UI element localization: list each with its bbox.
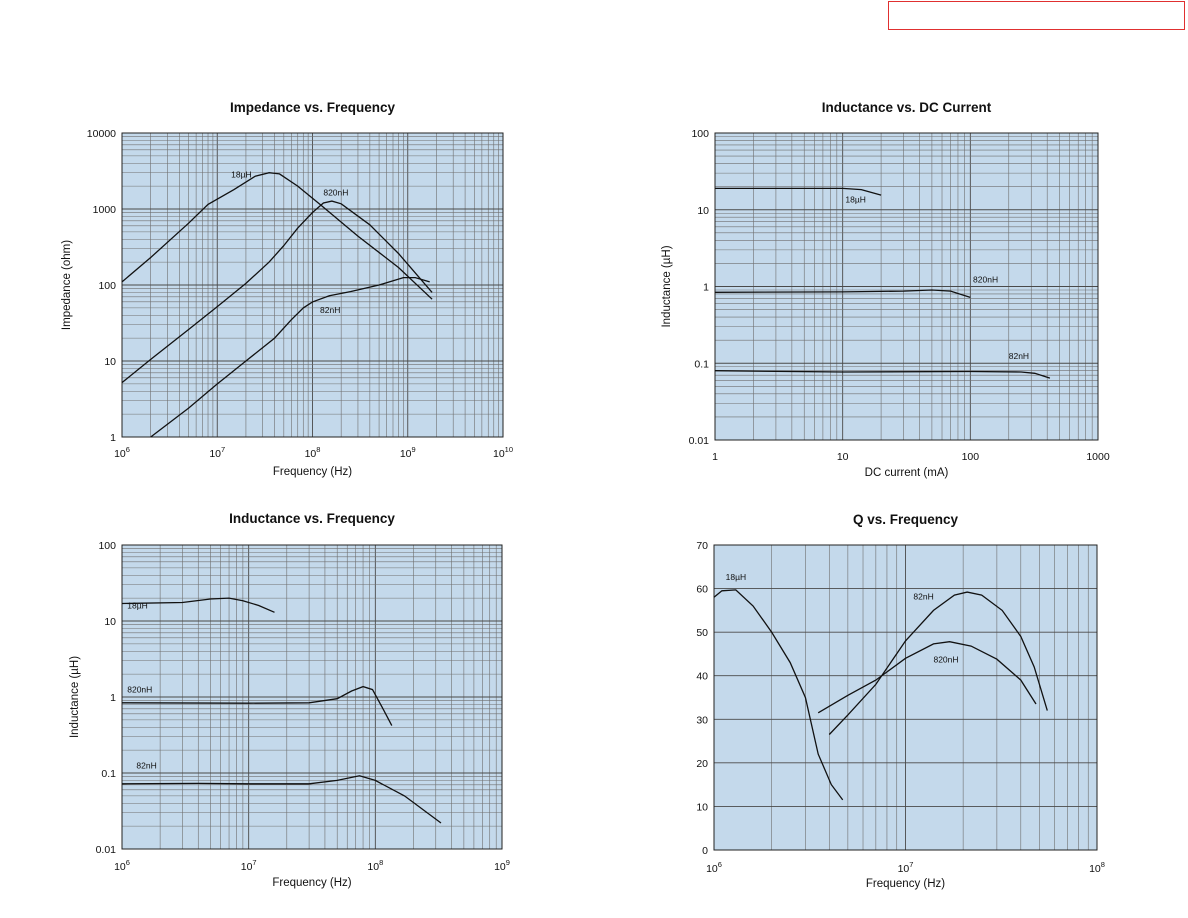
y-tick-label: 70 <box>696 540 708 552</box>
series-line-0 <box>713 589 844 801</box>
grid <box>713 544 1097 851</box>
series-label: 82nH <box>913 591 933 601</box>
y-axis-label: Inductance (µH) <box>661 245 673 327</box>
y-tick-label: 0.01 <box>96 844 117 856</box>
inductance-freq-chart: 18µH 820nH 82nH Inductance vs. Frequency Fre… <box>69 511 510 889</box>
x-tick-label: 107 <box>241 858 257 873</box>
y-tick-label: 60 <box>696 584 708 596</box>
series-label: 82nH <box>1009 351 1029 361</box>
x-axis-label: DC current (mA) <box>865 467 949 479</box>
x-tick-label: 100 <box>962 451 980 463</box>
series-label: 18µH <box>231 169 252 179</box>
series-label: 82nH <box>320 305 340 315</box>
x-tick-label: 10 <box>837 451 849 463</box>
series-line-2 <box>150 276 430 438</box>
series-line-1 <box>121 200 433 384</box>
x-tick-label: 107 <box>209 445 225 460</box>
impedance-chart: 18µH 820nH 82nH Impedance vs. Frequency Freq… <box>61 100 513 478</box>
series-line-0 <box>715 187 882 196</box>
x-tick-label: 106 <box>706 860 722 875</box>
y-tick-label: 50 <box>696 627 708 639</box>
series-line-0 <box>121 172 433 300</box>
chart-title: Impedance vs. Frequency <box>230 100 396 115</box>
chart-title: Inductance vs. Frequency <box>229 511 395 526</box>
grid <box>121 545 502 850</box>
chart-title: Inductance vs. DC Current <box>822 100 992 115</box>
y-tick-label: 0.01 <box>689 435 710 447</box>
x-tick-label: 109 <box>400 445 416 460</box>
x-tick-label: 108 <box>367 858 383 873</box>
series-line-2 <box>714 370 1051 379</box>
x-axis-label: Frequency (Hz) <box>272 877 351 889</box>
series-label: 18µH <box>845 194 866 204</box>
y-tick-label: 10 <box>696 801 708 813</box>
y-tick-label: 100 <box>98 280 116 292</box>
x-tick-label: 1 <box>712 451 718 463</box>
series-label: 18µH <box>726 572 747 582</box>
y-tick-label: 40 <box>696 671 708 683</box>
y-axis-label: Inductance (µH) <box>69 656 81 738</box>
series-label: 820nH <box>973 275 998 285</box>
x-tick-label: 1000 <box>1086 451 1110 463</box>
series-line-1 <box>828 591 1048 735</box>
series-label: 18µH <box>127 601 148 611</box>
plot-border <box>121 132 504 438</box>
y-tick-label: 1 <box>703 282 709 294</box>
y-axis-label: Impedance (ohm) <box>61 240 73 330</box>
y-tick-label: 0.1 <box>101 768 116 780</box>
y-tick-label: 20 <box>696 758 708 770</box>
x-tick-label: 107 <box>898 860 914 875</box>
plot-border <box>713 544 1098 851</box>
y-tick-label: 1 <box>110 692 116 704</box>
plot-border <box>121 544 503 850</box>
y-tick-label: 10 <box>104 356 116 368</box>
series-line-2 <box>817 641 1037 714</box>
series-line-0 <box>121 597 275 613</box>
series-line-1 <box>714 289 971 299</box>
chart-title: Q vs. Frequency <box>853 512 959 527</box>
x-tick-label: 108 <box>1089 860 1105 875</box>
y-tick-label: 10 <box>697 205 709 217</box>
series-line-2 <box>121 775 442 824</box>
y-tick-label: 100 <box>691 128 709 140</box>
plot-border <box>714 132 1099 441</box>
y-tick-label: 10 <box>104 616 116 628</box>
y-tick-label: 30 <box>696 714 708 726</box>
series-label: 820nH <box>933 655 958 665</box>
series-label: 820nH <box>323 188 348 198</box>
y-tick-label: 1000 <box>93 204 117 216</box>
y-tick-label: 0 <box>702 845 708 857</box>
grid <box>714 133 1098 441</box>
x-tick-label: 106 <box>114 445 130 460</box>
x-tick-label: 1010 <box>493 445 513 460</box>
x-tick-label: 109 <box>494 858 510 873</box>
y-tick-label: 0.1 <box>694 358 709 370</box>
y-tick-label: 100 <box>98 540 116 552</box>
x-tick-label: 108 <box>305 445 321 460</box>
y-tick-label: 10000 <box>87 128 116 140</box>
series-line-1 <box>121 685 393 726</box>
series-label: 820nH <box>127 684 152 694</box>
inductance-dc-chart: 18µH 820nH 82nH Inductance vs. DC Current DC… <box>661 100 1110 479</box>
series-label: 82nH <box>136 760 156 770</box>
y-tick-label: 1 <box>110 432 116 444</box>
x-tick-label: 106 <box>114 858 130 873</box>
x-axis-label: Frequency (Hz) <box>866 878 945 890</box>
x-axis-label: Frequency (Hz) <box>273 466 352 478</box>
header-box <box>888 1 1185 30</box>
